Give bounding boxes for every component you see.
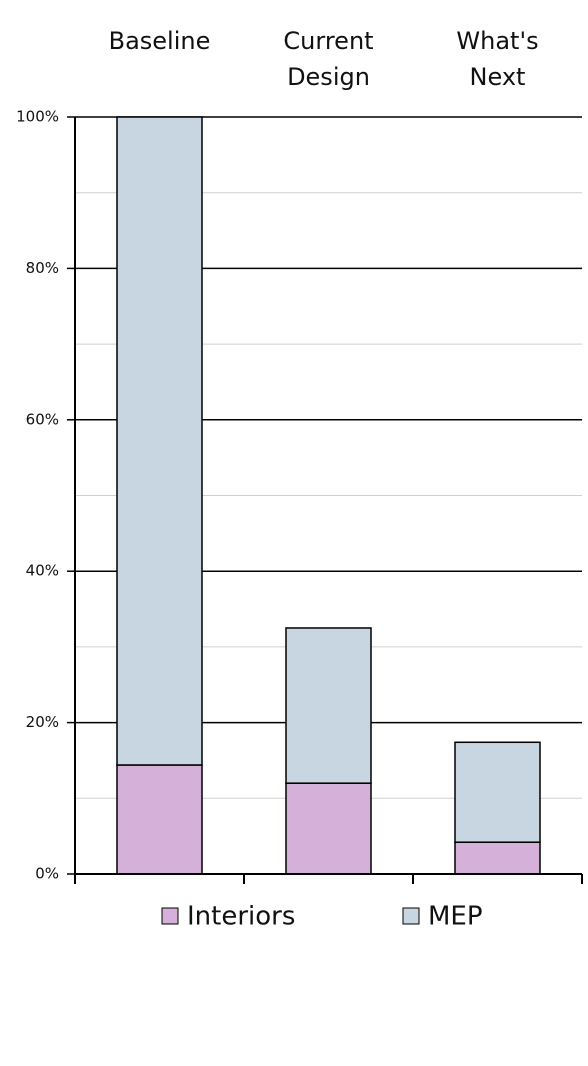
y-tick-label: 80% [26,259,59,277]
legend-swatch [161,907,179,925]
legend-label: Interiors [187,902,295,932]
bar-segment [116,116,203,766]
bar-segment [285,627,372,784]
y-tick-label: 0% [35,865,59,883]
bar-segment [454,841,541,875]
label-line: What's [456,27,538,55]
label-line: Baseline [109,27,211,55]
y-tick-label: 40% [26,562,59,580]
y-tick-label: 60% [26,410,59,428]
label-line: Design [287,63,370,91]
label-line: Current [283,27,373,55]
x-category-label: Current Design [283,27,373,91]
bar-segment [454,741,541,843]
label-line: Next [470,63,526,91]
x-category-label: What's Next [456,27,538,91]
y-tick-label: 100% [16,108,59,126]
y-tick-label: 20% [26,713,59,731]
legend-label: MEP [428,902,483,932]
x-category-label: Baseline [109,27,211,55]
bar-segment [285,782,372,875]
legend-swatch [402,907,420,925]
bar-segment [116,764,203,875]
